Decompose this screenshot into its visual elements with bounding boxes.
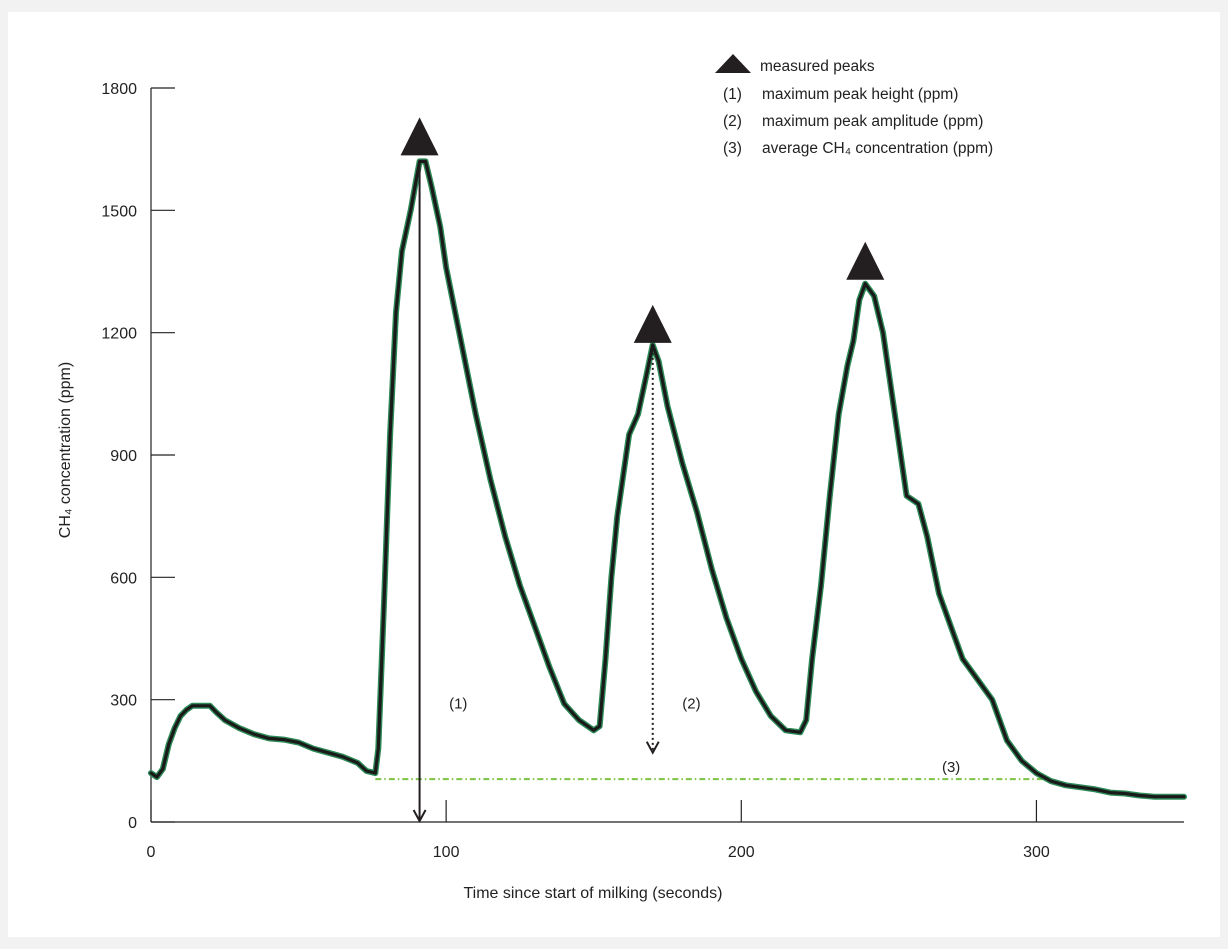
y-ticks: 0 300 600 900 1200 1500 1800 [101,81,175,832]
series-group [148,158,1187,800]
y-tick-label: 300 [110,693,137,710]
annotation-labels: (1) (2) (3) [449,696,960,776]
y-axis-title: CH₄ concentration (ppm) [57,362,74,538]
legend-item-1-number: (1) [723,86,742,103]
x-tick-label: 200 [728,844,755,861]
y-tick-label: 900 [110,448,137,465]
peak-marker-icon [846,241,885,280]
x-ticks: 0 100 200 300 [147,800,1050,861]
legend-peak-marker-icon [715,54,751,73]
peak-amplitude-arrowhead [645,741,660,755]
x-axis-title: Time since start of milking (seconds) [463,885,722,902]
arrows-group [412,165,660,824]
series-line [149,159,1186,799]
annotation-label-1: (1) [449,696,467,713]
x-tick-label: 300 [1023,844,1050,861]
y-tick-label: 1200 [101,326,137,343]
peak-marker-icon [633,304,672,343]
y-tick-label: 0 [128,815,137,832]
legend-marker-label: measured peaks [760,58,875,75]
legend-item-2-text: maximum peak amplitude (ppm) [762,113,983,130]
y-tick-label: 1500 [101,203,137,220]
peak-marker-icon [400,117,439,156]
annotation-label-3: (3) [942,759,960,776]
legend: measured peaks (1) maximum peak height (… [715,54,993,157]
legend-item-2-number: (2) [723,113,742,130]
y-tick-label: 600 [110,570,137,587]
peaks-group [400,117,885,343]
annotation-label-2: (2) [682,696,700,713]
legend-item-3-number: (3) [723,140,742,157]
legend-item-1-text: maximum peak height (ppm) [762,86,958,103]
peak-height-arrowhead [412,809,427,824]
x-tick-label: 100 [433,844,460,861]
x-tick-label: 0 [147,844,156,861]
plot-panel [8,12,1220,937]
y-tick-label: 1800 [101,81,137,98]
legend-item-3-text: average CH₄ concentration (ppm) [762,140,993,157]
